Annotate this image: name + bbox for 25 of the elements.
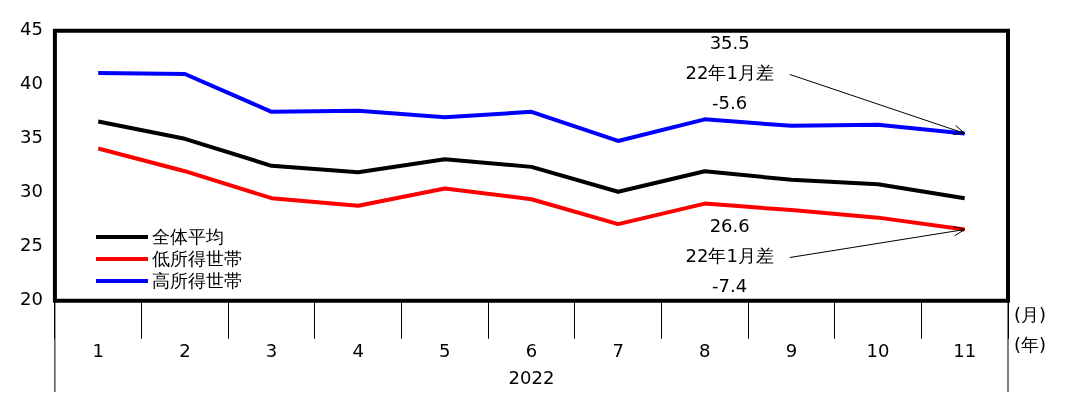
legend-label: 低所得世帯	[152, 248, 242, 270]
x-tick-label: 4	[352, 340, 364, 362]
x-tick-label: 2	[179, 340, 191, 362]
x-tick-label: 8	[699, 340, 711, 362]
x-tick-label: 10	[866, 340, 890, 362]
x-tick-label: 1	[92, 340, 104, 362]
text: (月)	[1014, 304, 1047, 326]
x-tick-label: 9	[785, 340, 798, 362]
x-tick-label: 6	[525, 340, 538, 362]
x-tick-label: 11	[953, 340, 977, 362]
y-tick-label: 35	[20, 126, 43, 148]
y-tick-label: 25	[20, 234, 43, 256]
x-tick-label: 7	[612, 340, 624, 362]
legend-label: 全体平均	[152, 226, 224, 248]
y-tick-label: 30	[20, 180, 43, 202]
y-tick-label: 45	[20, 18, 43, 40]
text: (年)	[1014, 334, 1047, 356]
annotation: 35.5 22年1月差 -5.6	[685, 32, 774, 114]
legend-label: 高所得世帯	[152, 270, 242, 292]
y-tick-label: 40	[20, 72, 43, 94]
annotation: 26.6 22年1月差 -7.4	[685, 215, 774, 297]
x-tick-label: 5	[439, 340, 451, 362]
x-axis-title: 2022	[508, 366, 555, 388]
y-tick-label: 20	[20, 288, 43, 310]
x-tick-label: 3	[265, 340, 278, 362]
